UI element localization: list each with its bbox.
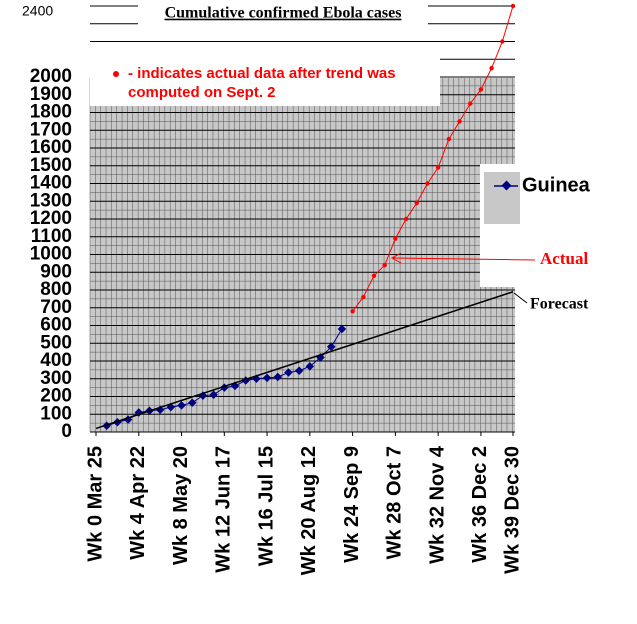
- point: [209, 390, 218, 399]
- point: [393, 236, 398, 241]
- forecast-arrow: [513, 292, 528, 304]
- point: [478, 87, 484, 92]
- y-tick-label: 1000: [30, 244, 72, 265]
- point: [273, 372, 283, 382]
- y-tick-label: 300: [40, 368, 72, 389]
- point: [187, 398, 197, 407]
- x-tick-label: Wk 36 Dec 2: [469, 446, 491, 563]
- y-tick-label: 400: [40, 350, 72, 371]
- note-marker: [113, 71, 119, 77]
- x-tick-label: Wk 8 May 20: [170, 446, 192, 565]
- y-tick-label: 200: [40, 386, 72, 407]
- legend-label: Guinea: [522, 174, 591, 196]
- series-line: [352, 5, 514, 312]
- y-tick-label: 1500: [30, 155, 72, 176]
- point: [435, 165, 441, 170]
- note-box: [90, 58, 440, 106]
- x-tick-label: Wk 0 Mar 25: [84, 446, 106, 562]
- y-tick-label: 700: [40, 297, 72, 318]
- point: [500, 39, 505, 44]
- x-tick-label: Wk 39 Dec 30: [501, 446, 523, 574]
- y-tick-label: 0: [61, 421, 72, 442]
- point: [446, 136, 452, 142]
- point: [284, 368, 293, 377]
- point: [457, 119, 462, 124]
- point: [294, 366, 304, 376]
- legend-swatch-bg: [484, 172, 520, 224]
- y-tick-label: 1800: [30, 102, 72, 123]
- y-tick-label: 2400: [22, 3, 53, 19]
- point: [425, 181, 430, 186]
- x-tick-label: Wk 4 Apr 22: [127, 446, 149, 560]
- actual-label: Actual: [540, 249, 588, 268]
- y-tick-label: 900: [40, 261, 72, 282]
- note-line: computed on Sept. 2: [128, 84, 276, 101]
- x-tick-label: Wk 32 Nov 4: [426, 445, 448, 564]
- point: [468, 101, 473, 106]
- y-tick-label: 100: [40, 403, 72, 424]
- point: [337, 324, 347, 334]
- point: [489, 65, 494, 71]
- y-tick-label: 1100: [31, 226, 72, 247]
- legend-marker: [501, 180, 512, 191]
- y-tick-label: 1700: [30, 119, 72, 140]
- x-tick-label: Wk 24 Sep 9: [341, 446, 363, 563]
- y-tick-label: 2000: [30, 66, 72, 87]
- y-tick-label: 1300: [30, 190, 72, 211]
- x-tick-label: Wk 16 Jul 15: [255, 446, 277, 566]
- point: [350, 309, 355, 314]
- forecast-label: Forecast: [530, 296, 589, 313]
- point: [510, 3, 516, 9]
- point: [262, 373, 272, 383]
- chart-title: Cumulative confirmed Ebola cases: [165, 5, 402, 22]
- point: [177, 401, 186, 410]
- series-line: [95, 291, 514, 430]
- x-tick-label: Wk 12 Jun 17: [213, 446, 235, 573]
- actual-arrow: [392, 257, 536, 261]
- x-tick-label: Wk 20 Aug 12: [298, 446, 320, 575]
- point: [305, 362, 315, 371]
- actual-arrow-head: [390, 252, 402, 264]
- y-tick-label: 1200: [30, 208, 72, 229]
- y-tick-label: 800: [40, 279, 72, 300]
- y-tick-label: 1900: [30, 84, 72, 105]
- point: [371, 273, 377, 278]
- y-tick-label: 600: [40, 315, 72, 336]
- y-tick-label: 1600: [30, 137, 72, 158]
- point: [403, 216, 409, 222]
- point: [361, 294, 366, 300]
- point: [382, 262, 387, 268]
- y-tick-label: 500: [40, 332, 72, 353]
- data: [95, 3, 516, 431]
- title-box: [138, 3, 428, 25]
- note-line: - indicates actual data after trend was: [128, 65, 396, 82]
- x-tick-label: Wk 28 Oct 7: [384, 446, 406, 559]
- point: [414, 200, 419, 206]
- y-tick-label: 1400: [30, 173, 72, 194]
- point: [326, 342, 336, 352]
